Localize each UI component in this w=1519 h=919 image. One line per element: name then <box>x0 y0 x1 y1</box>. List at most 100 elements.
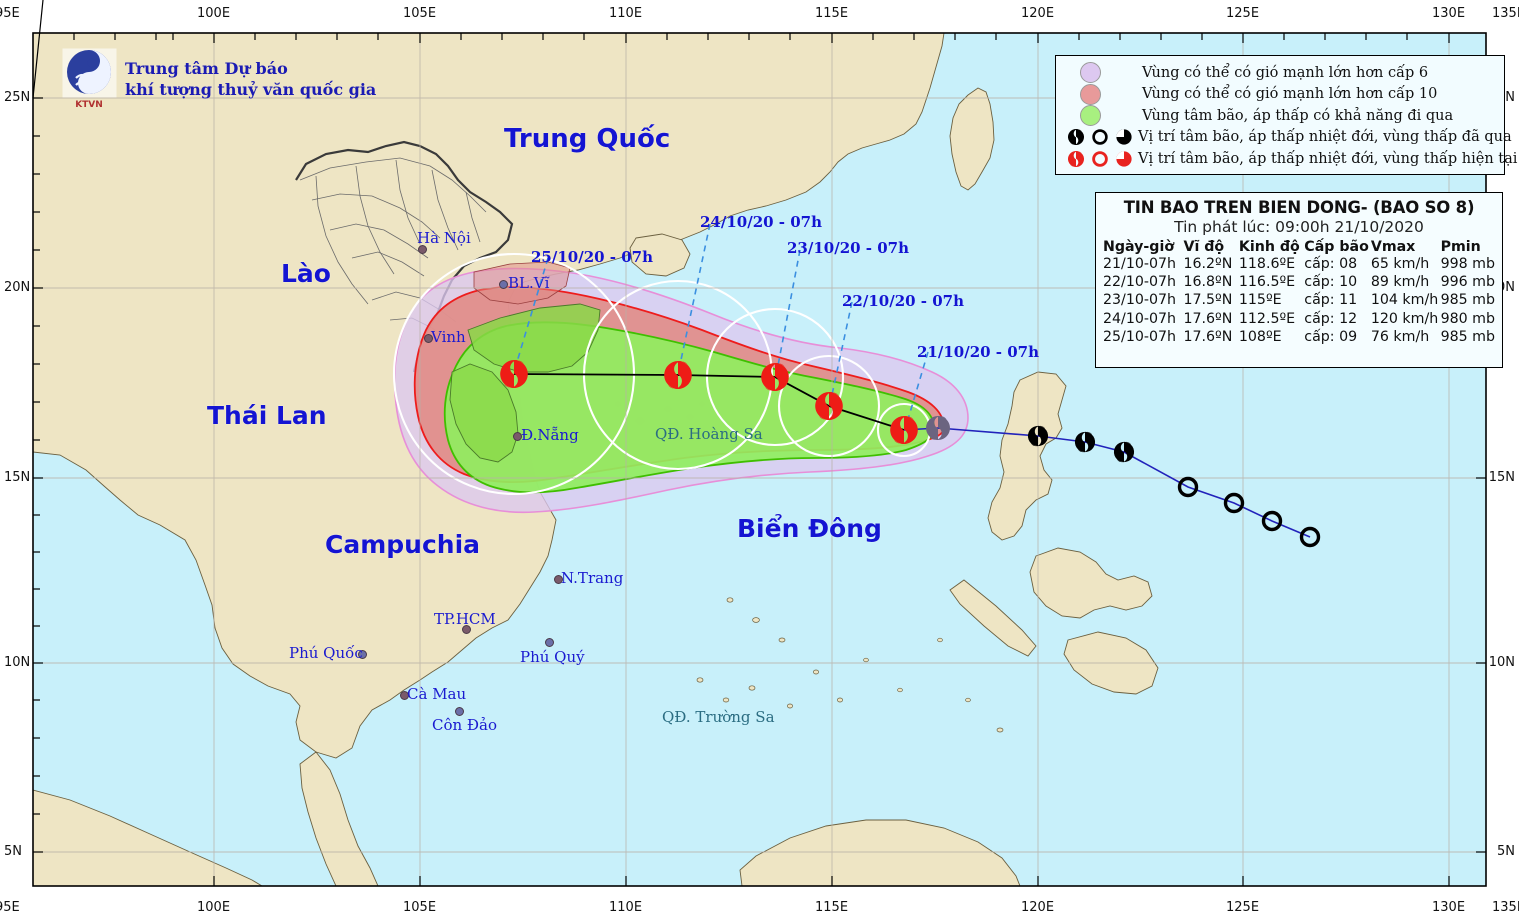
cell-vmax: 76 km/h <box>1370 328 1430 345</box>
agency-name-line1: Trung tâm Dự báo <box>125 58 288 78</box>
col-header-pmin: Pmin <box>1440 239 1481 255</box>
city-dot-ph-qu- <box>545 638 554 647</box>
landmass-sumatra <box>33 789 263 886</box>
cell-storm-level: cấp: 09 <box>1304 328 1358 345</box>
uncertainty-circles <box>392 252 932 496</box>
black-typhoon-icon <box>1067 129 1085 146</box>
forecast-table-row: 21/10-07h 16.2ºN 118.6ºE cấp: 08 65 km/h 998 … <box>1102 255 1496 273</box>
green-circle-swatch-icon <box>1080 105 1101 127</box>
forecast-time-label-3: 22/10/20 - 07h <box>842 292 965 310</box>
city-dot-vinh <box>424 334 433 343</box>
city-dot-c-n-o <box>455 707 464 716</box>
city-label-tp-hcm: TP.HCM <box>434 610 496 628</box>
black-open-circle-icon <box>1092 129 1108 145</box>
cell-pmin: 985 mb <box>1440 292 1495 309</box>
legend-label-current: Vị trí tâm bão, áp thấp nhiệt đới, vùng … <box>1138 150 1519 167</box>
lon-tick-100E: 100E <box>197 6 231 21</box>
landmass-taiwan <box>949 87 995 191</box>
landmass-palawan <box>949 579 1037 657</box>
lon-tick-130E: 130E <box>1432 900 1466 915</box>
lon-tick-110E: 110E <box>609 900 643 915</box>
lon-tick-105E: 105E <box>403 6 437 21</box>
forecast-time-label-2: 23/10/20 - 07h <box>787 239 910 257</box>
lon-tick-105E: 105E <box>403 900 437 915</box>
country-label-bi-n-ng: Biển Đông <box>737 514 882 543</box>
cell-storm-level: cấp: 08 <box>1304 256 1358 272</box>
red-typhoon-icon <box>1067 150 1085 167</box>
legend-label-past: Vị trí tâm bão, áp thấp nhiệt đới, vùng … <box>1138 129 1512 146</box>
zone-tam-bao-over-land <box>467 303 601 373</box>
lat-tick-10N: 10N <box>1488 655 1515 670</box>
city-label-c-mau: Cà Mau <box>407 685 467 703</box>
cell-vmax: 65 km/h <box>1370 256 1430 272</box>
province-borders <box>299 157 487 341</box>
lon-tick-125E: 125E <box>1226 6 1260 21</box>
red-half-circle-icon <box>1116 151 1132 167</box>
legend-row-current: Vị trí tâm bão, áp thấp nhiệt đới, vùng … <box>1066 148 1519 170</box>
legend-symbol-past <box>1066 127 1138 147</box>
city-dot-ph-qu-c <box>358 650 367 659</box>
lon-tick-135E: 135E <box>1492 6 1519 21</box>
lat-tick-15N: 15N <box>1488 470 1515 485</box>
forecast-table-row: 23/10-07h 17.5ºN 115ºE cấp: 11 104 km/h 985 m… <box>1102 291 1496 309</box>
storm-bulletin-panel: TIN BAO TREN BIEN DONG- (BAO SO 8) Tin p… <box>1095 192 1503 368</box>
country-label-l-o: Lào <box>281 259 331 288</box>
city-label-vinh: Vinh <box>431 328 466 346</box>
lat-tick-5N: 5N <box>1497 844 1515 859</box>
legend-symbol-center <box>1066 105 1142 127</box>
city-label-q-tr-ng-sa: QĐ. Trường Sa <box>662 708 775 726</box>
forecast-table-row: 22/10-07h 16.8ºN 116.5ºE cấp: 10 89 km/h 996 … <box>1102 273 1496 291</box>
agency-name-line2: khí tượng thuỷ văn quốc gia <box>125 80 377 99</box>
forecast-storm-markers <box>500 360 918 444</box>
city-label-q-ho-ng-sa: QĐ. Hoàng Sa <box>655 425 763 443</box>
city-dot-tp-hcm <box>462 625 471 634</box>
city-label-c-n-o: Côn Đảo <box>432 716 498 734</box>
past-depression-markers <box>1177 476 1321 548</box>
forecast-table: Ngày-giờ Vĩ độ Kinh độ Cấp bão Vmax Pmin… <box>1102 239 1496 346</box>
legend-label-cap6: Vùng có thể có gió mạnh lớn hơn cấp 6 <box>1142 64 1429 81</box>
map-legend: Vùng có thể có gió mạnh lớn hơn cấp 6 Vù… <box>1055 55 1519 175</box>
logo-abbrev-text: KTVN <box>75 100 103 110</box>
city-dot-c-mau <box>400 691 409 700</box>
legend-row-cap10: Vùng có thể có gió mạnh lớn hơn cấp 10 <box>1066 83 1496 106</box>
lon-tick-100E: 100E <box>197 900 231 915</box>
forecast-table-row: 25/10-07h 17.6ºN 108ºE cấp: 09 76 km/h 985 mb <box>1102 328 1496 346</box>
cell-pmin: 996 mb <box>1440 274 1495 291</box>
cell-pmin: 980 mb <box>1440 310 1495 327</box>
cell-pmin: 998 mb <box>1440 256 1495 272</box>
lat-tick-5N: 5N <box>4 844 22 859</box>
landmass-luzon <box>987 371 1067 541</box>
landmass-malay-peninsula <box>299 751 379 886</box>
country-label-campuchia: Campuchia <box>325 530 481 559</box>
zone-cap10-gulf-overlay <box>473 261 571 305</box>
cell-latitude: 17.5ºN <box>1183 292 1233 309</box>
bulletin-title: TIN BAO TREN BIEN DONG- (BAO SO 8) <box>1123 198 1475 217</box>
forecast-track-line <box>513 373 905 431</box>
lon-tick-115E: 115E <box>815 900 849 915</box>
black-half-circle-icon <box>1116 129 1132 145</box>
city-label--n-ng: Đ.Nẵng <box>521 426 579 444</box>
landmass-borneo <box>739 819 1021 886</box>
city-label-ph-qu-c: Phú Quốc <box>289 644 363 662</box>
cell-storm-level: cấp: 12 <box>1304 310 1358 327</box>
landmass-visayas <box>1029 547 1153 619</box>
cell-storm-level: cấp: 11 <box>1304 292 1358 309</box>
agency-logo-block: KTVN Trung tâm Dự báo khí tượng thuỷ văn… <box>62 48 376 110</box>
col-header-storm-level: Cấp bão <box>1304 239 1369 255</box>
cell-longitude: 118.6ºE <box>1238 256 1296 272</box>
forecast-time-label-1: 24/10/20 - 07h <box>700 213 823 231</box>
purple-circle-swatch-icon <box>1080 62 1101 84</box>
legend-label-center: Vùng tâm bão, áp thấp có khả năng đi qua <box>1142 107 1454 124</box>
legend-label-cap10: Vùng có thể có gió mạnh lớn hơn cấp 10 <box>1142 86 1438 103</box>
red-open-circle-icon <box>1092 150 1108 167</box>
forecast-table-body: 21/10-07h 16.2ºN 118.6ºE cấp: 08 65 km/h 998 … <box>1102 255 1496 346</box>
zone-tam-bao-land-lower <box>449 363 519 463</box>
cell-storm-level: cấp: 10 <box>1304 274 1358 291</box>
cell-latitude: 17.6ºN <box>1183 328 1233 345</box>
forecast-time-label-0: 25/10/20 - 07h <box>531 248 654 266</box>
legend-row-cap6: Vùng có thể có gió mạnh lớn hơn cấp 6 <box>1066 62 1496 84</box>
lat-tick-10N: 10N <box>4 655 31 670</box>
cell-datetime: 23/10-07h <box>1103 292 1177 309</box>
map-frame <box>32 32 1487 887</box>
